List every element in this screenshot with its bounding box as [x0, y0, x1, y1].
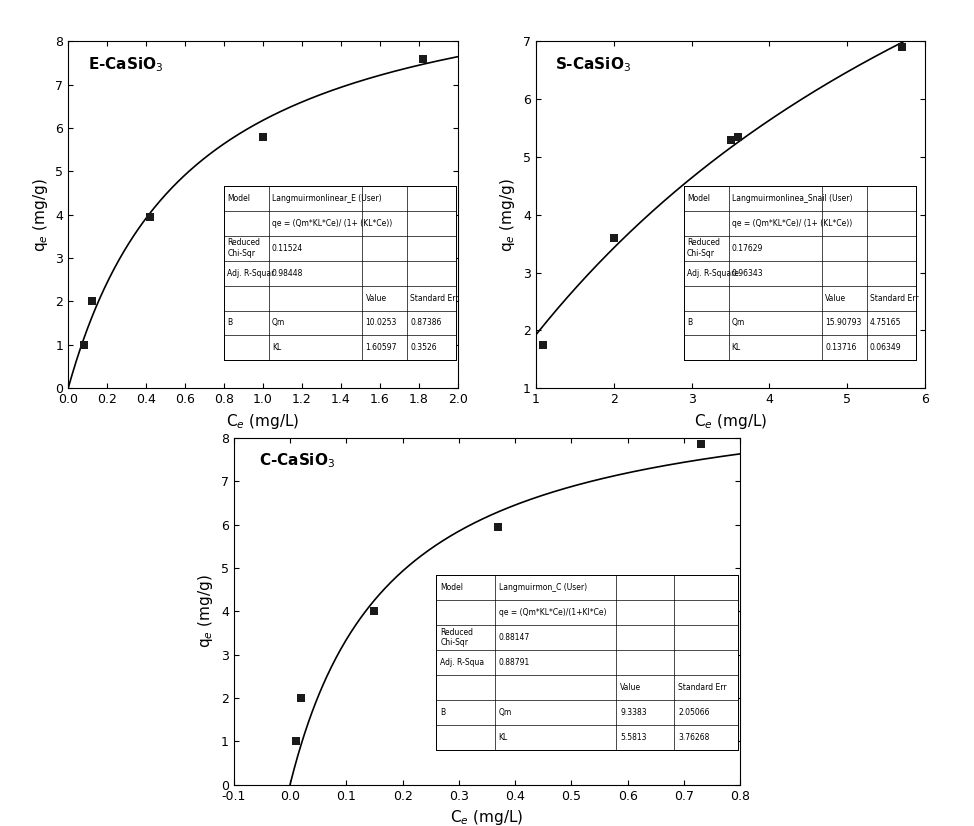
- Text: Adj. R-Squa: Adj. R-Squa: [440, 658, 484, 667]
- Text: B: B: [440, 708, 445, 717]
- Text: qe = (Qm*KL*Ce)/(1+Kl*Ce): qe = (Qm*KL*Ce)/(1+Kl*Ce): [499, 608, 606, 617]
- Point: [76, 338, 92, 351]
- Text: KL: KL: [731, 344, 741, 353]
- Text: 0.88147: 0.88147: [499, 633, 530, 642]
- Y-axis label: q$_e$ (mg/g): q$_e$ (mg/g): [197, 574, 215, 648]
- Text: Standard Err: Standard Err: [679, 683, 727, 692]
- Point: [606, 231, 621, 244]
- Text: Langmuirmonlinea_Snail (User): Langmuirmonlinea_Snail (User): [731, 193, 852, 202]
- Text: Langmuirmon_C (User): Langmuirmon_C (User): [499, 583, 586, 592]
- Text: Model: Model: [687, 193, 710, 202]
- Point: [693, 438, 709, 451]
- Text: Langmuirmonlinear_E (User): Langmuirmonlinear_E (User): [272, 193, 382, 202]
- Text: Value: Value: [365, 293, 387, 302]
- Text: Standard Err: Standard Err: [410, 293, 459, 302]
- Point: [366, 605, 382, 618]
- Text: Model: Model: [440, 583, 464, 592]
- Text: 1.60597: 1.60597: [365, 344, 397, 353]
- Text: 15.90793: 15.90793: [825, 319, 862, 327]
- Text: 4.75165: 4.75165: [870, 319, 902, 327]
- Text: Adj. R-Squar: Adj. R-Squar: [227, 268, 275, 278]
- Text: S-CaSiO$_3$: S-CaSiO$_3$: [555, 55, 631, 74]
- Bar: [684, 186, 916, 360]
- X-axis label: C$_e$ (mg/L): C$_e$ (mg/L): [226, 411, 300, 430]
- Text: 0.11524: 0.11524: [272, 244, 303, 253]
- Bar: [224, 186, 456, 360]
- X-axis label: C$_e$ (mg/L): C$_e$ (mg/L): [450, 808, 524, 826]
- Text: 2.05066: 2.05066: [679, 708, 710, 717]
- Text: Standard Err: Standard Err: [870, 293, 918, 302]
- Text: B: B: [227, 319, 232, 327]
- Text: 0.17629: 0.17629: [731, 244, 763, 253]
- Point: [536, 339, 551, 352]
- Text: 3.76268: 3.76268: [679, 733, 710, 742]
- Point: [723, 133, 738, 146]
- Text: Reduced
Chi-Sqr: Reduced Chi-Sqr: [687, 239, 720, 258]
- Point: [84, 295, 99, 308]
- Point: [255, 131, 271, 144]
- Text: 0.87386: 0.87386: [410, 319, 441, 327]
- Text: Qm: Qm: [731, 319, 745, 327]
- Text: 9.3383: 9.3383: [620, 708, 647, 717]
- Text: B: B: [687, 319, 692, 327]
- Text: C-CaSiO$_3$: C-CaSiO$_3$: [259, 452, 335, 470]
- Point: [293, 691, 309, 705]
- Y-axis label: q$_e$ (mg/g): q$_e$ (mg/g): [499, 178, 517, 252]
- Text: 0.98448: 0.98448: [272, 268, 303, 278]
- Text: Value: Value: [825, 293, 846, 302]
- Point: [142, 211, 158, 224]
- Text: 0.06349: 0.06349: [870, 344, 902, 353]
- Text: qe = (Qm*KL*Ce)/ (1+ (KL*Ce)): qe = (Qm*KL*Ce)/ (1+ (KL*Ce)): [731, 219, 852, 228]
- Text: E-CaSiO$_3$: E-CaSiO$_3$: [88, 55, 163, 74]
- Text: 0.88791: 0.88791: [499, 658, 530, 667]
- Bar: [436, 575, 737, 750]
- Text: Adj. R-Square: Adj. R-Square: [687, 268, 738, 278]
- Point: [491, 520, 506, 534]
- Point: [730, 131, 746, 144]
- X-axis label: C$_e$ (mg/L): C$_e$ (mg/L): [693, 411, 768, 430]
- Text: Model: Model: [227, 193, 250, 202]
- Text: KL: KL: [272, 344, 281, 353]
- Text: 5.5813: 5.5813: [620, 733, 647, 742]
- Text: KL: KL: [499, 733, 507, 742]
- Text: 0.13716: 0.13716: [825, 344, 856, 353]
- Text: Qm: Qm: [499, 708, 512, 717]
- Y-axis label: q$_e$ (mg/g): q$_e$ (mg/g): [31, 178, 50, 252]
- Point: [415, 52, 431, 65]
- Text: Qm: Qm: [272, 319, 285, 327]
- Text: Reduced
Chi-Sqr: Reduced Chi-Sqr: [440, 628, 473, 648]
- Text: 0.96343: 0.96343: [731, 268, 764, 278]
- Text: 0.3526: 0.3526: [410, 344, 437, 353]
- Text: 10.0253: 10.0253: [365, 319, 396, 327]
- Point: [894, 40, 910, 54]
- Text: qe = (Qm*KL*Ce)/ (1+ (KL*Ce)): qe = (Qm*KL*Ce)/ (1+ (KL*Ce)): [272, 219, 393, 228]
- Point: [288, 735, 304, 748]
- Text: Value: Value: [620, 683, 641, 692]
- Text: Reduced
Chi-Sqr: Reduced Chi-Sqr: [227, 239, 260, 258]
